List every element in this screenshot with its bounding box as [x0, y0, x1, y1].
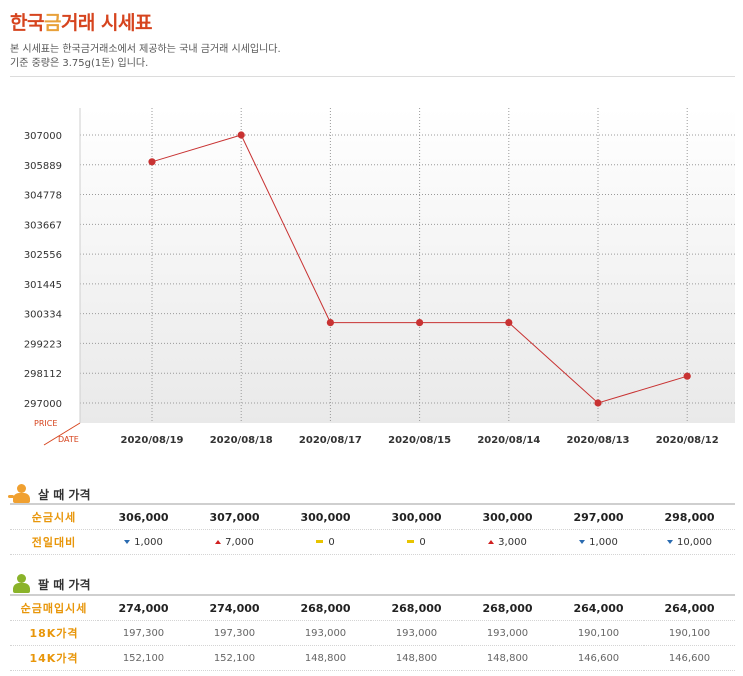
price-cell: 264,000 — [553, 594, 644, 621]
person-icon — [8, 483, 32, 505]
price-cell: 298,000 — [644, 503, 735, 530]
price-cell: 190,100 — [644, 620, 735, 646]
price-cell: 300,000 — [462, 503, 553, 530]
price-cell: 190,100 — [553, 620, 644, 646]
price-cell: 268,000 — [462, 594, 553, 621]
change-cell: 7,000 — [189, 529, 280, 555]
price-cell: 307,000 — [189, 503, 280, 530]
x-tick-label: 2020/08/17 — [299, 435, 362, 446]
row-label: 14K가격 — [10, 645, 98, 671]
change-cell: 3,000 — [462, 529, 553, 555]
y-tick-label: 302556 — [24, 250, 62, 261]
price-cell: 148,800 — [462, 645, 553, 671]
data-point — [326, 319, 334, 327]
row-label: 순금시세 — [10, 503, 98, 530]
price-cell: 152,100 — [98, 645, 189, 671]
table-row: 순금시세 306,000 307,000 300,000 300,000 300… — [10, 503, 735, 530]
y-tick-label: 300334 — [24, 310, 62, 321]
x-axis-label: DATE — [58, 435, 79, 444]
plot-background — [80, 108, 735, 423]
price-line-chart: 307000 305889 304778 303667 302556 301445 3003… — [24, 108, 735, 446]
person-icon — [10, 573, 32, 595]
change-cell: 10,000 — [644, 529, 735, 555]
price-cell: 193,000 — [462, 620, 553, 646]
x-tick-label: 2020/08/13 — [567, 435, 630, 446]
data-point — [237, 131, 245, 139]
price-cell: 197,300 — [98, 620, 189, 646]
x-tick-label: 2020/08/14 — [477, 435, 540, 446]
table-row: 18K가격 197,300 197,300 193,000 193,000 19… — [10, 620, 735, 646]
change-indicator-icon — [667, 539, 673, 544]
y-tick-label: 304778 — [24, 191, 62, 202]
x-tick-label: 2020/08/12 — [656, 435, 719, 446]
row-label: 18K가격 — [10, 620, 98, 646]
price-cell: 274,000 — [98, 594, 189, 621]
data-point — [148, 158, 156, 166]
change-indicator-icon — [407, 540, 415, 543]
y-tick-label: 297000 — [24, 399, 62, 410]
change-cell: 0 — [280, 529, 371, 555]
x-tick-label: 2020/08/18 — [210, 435, 273, 446]
y-tick-label: 301445 — [24, 280, 62, 291]
data-point — [683, 372, 691, 380]
x-tick-label: 2020/08/19 — [121, 435, 184, 446]
price-cell: 193,000 — [371, 620, 462, 646]
price-cell: 300,000 — [371, 503, 462, 530]
row-label: 순금매입시세 — [10, 594, 98, 621]
y-tick-label: 305889 — [24, 161, 62, 172]
row-label: 전일대비 — [10, 529, 98, 555]
y-tick-label: 298112 — [24, 369, 62, 380]
price-cell: 148,800 — [371, 645, 462, 671]
price-cell: 274,000 — [189, 594, 280, 621]
change-cell: 1,000 — [553, 529, 644, 555]
price-cell: 148,800 — [280, 645, 371, 671]
data-point — [594, 399, 602, 407]
y-axis-label: PRICE — [34, 419, 57, 428]
price-cell: 193,000 — [280, 620, 371, 646]
table-row: 14K가격 152,100 152,100 148,800 148,800 14… — [10, 645, 735, 671]
data-point — [505, 319, 513, 327]
page-title: 한국금거래 시세표 — [10, 12, 152, 34]
sell-price-table: 순금매입시세 274,000 274,000 268,000 268,000 2… — [10, 594, 735, 671]
price-cell: 197,300 — [189, 620, 280, 646]
description-line-1: 본 시세표는 한국금거래소에서 제공하는 국내 금거래 시세입니다. — [10, 44, 281, 55]
price-cell: 146,600 — [644, 645, 735, 671]
price-cell: 297,000 — [553, 503, 644, 530]
buy-price-table: 순금시세 306,000 307,000 300,000 300,000 300… — [10, 503, 735, 555]
price-cell: 264,000 — [644, 594, 735, 621]
change-indicator-icon — [579, 539, 586, 544]
sell-price-heading: 팔 때 가격 — [10, 573, 91, 595]
table-row: 전일대비 1,000 7,000 0 0 3,000 1,000 10,000 — [10, 529, 735, 555]
price-cell: 152,100 — [189, 645, 280, 671]
price-cell: 268,000 — [371, 594, 462, 621]
header-divider — [10, 76, 735, 77]
price-cell: 146,600 — [553, 645, 644, 671]
y-tick-label: 299223 — [24, 339, 62, 350]
data-point — [416, 319, 424, 327]
change-indicator-icon — [124, 539, 131, 544]
buy-price-heading: 살 때 가격 — [8, 483, 91, 505]
x-tick-label: 2020/08/15 — [388, 435, 451, 446]
price-cell: 306,000 — [98, 503, 189, 530]
price-cell: 300,000 — [280, 503, 371, 530]
change-cell: 0 — [371, 529, 462, 555]
change-cell: 1,000 — [98, 529, 189, 555]
change-indicator-icon — [488, 539, 495, 544]
table-row: 순금매입시세 274,000 274,000 268,000 268,000 2… — [10, 594, 735, 621]
change-indicator-icon — [316, 540, 324, 543]
change-indicator-icon — [215, 539, 222, 544]
y-tick-label: 303667 — [24, 220, 62, 231]
corner-diagonal — [43, 422, 81, 446]
price-cell: 268,000 — [280, 594, 371, 621]
y-tick-label: 307000 — [24, 131, 62, 142]
description-line-2: 기준 중량은 3.75g(1돈) 입니다. — [10, 58, 149, 69]
